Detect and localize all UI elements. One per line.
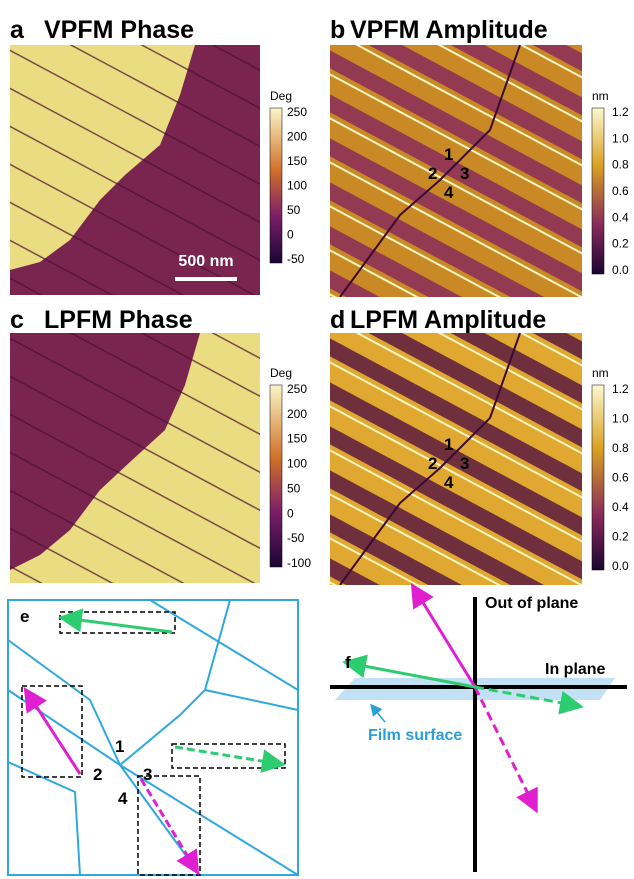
colorbar-tick-label: -100 xyxy=(287,556,311,570)
band xyxy=(320,729,600,879)
colorbar-tick-label: 1.0 xyxy=(612,412,629,426)
colorbar-tick-label: 200 xyxy=(287,130,307,144)
panel-letter: c xyxy=(10,306,24,334)
colorbar xyxy=(270,108,282,263)
arrows-e xyxy=(22,612,285,875)
domain-label: 4 xyxy=(444,473,454,492)
colorbar xyxy=(270,385,282,567)
axis-label: In plane xyxy=(545,661,606,678)
domain-label: 4 xyxy=(444,183,454,202)
colorbar-tick-label: 150 xyxy=(287,154,307,168)
colorbar-tick-label: 1.2 xyxy=(612,382,629,396)
domain-label: 1 xyxy=(115,737,124,756)
colorbar-tick-label: 0.2 xyxy=(612,530,629,544)
colorbar-tick-label: 0.8 xyxy=(612,158,629,172)
domain-label: 2 xyxy=(93,765,102,784)
panel-letter: f xyxy=(345,653,351,672)
colorbar-unit: Deg xyxy=(270,89,292,103)
colorbar-tick-label: 250 xyxy=(287,105,307,119)
colorbar-unit: Deg xyxy=(270,366,292,380)
colorbar-unit: nm xyxy=(592,366,609,380)
domain-label: 3 xyxy=(143,765,152,784)
arrow xyxy=(414,588,475,687)
schematic-e xyxy=(8,600,298,875)
colorbar xyxy=(592,108,604,274)
colorbar-tick-label: -50 xyxy=(287,252,305,266)
colorbar-tick-label: 0.8 xyxy=(612,441,629,455)
colorbar xyxy=(592,385,604,570)
panel-title: VPFM Phase xyxy=(44,16,194,44)
colorbar-tick-label: 50 xyxy=(287,203,301,217)
arrow xyxy=(372,706,385,722)
colorbar-tick-label: 200 xyxy=(287,407,307,421)
panel-letter: b xyxy=(330,16,345,44)
domain-label: 1 xyxy=(444,145,453,164)
domain-wall xyxy=(0,0,280,5)
scale-label: 500 nm xyxy=(178,253,233,270)
colorbar-tick-label: 0.0 xyxy=(612,263,629,277)
panel-title: LPFM Phase xyxy=(44,306,193,334)
band-edge xyxy=(320,753,600,879)
axis-label: Out of plane xyxy=(485,595,578,612)
colorbar-tick-label: 1.2 xyxy=(612,105,629,119)
panel-letter: d xyxy=(330,306,345,334)
domain-label: 2 xyxy=(428,164,437,183)
panel-letter: e xyxy=(20,607,29,626)
colorbar-tick-label: 1.0 xyxy=(612,131,629,145)
colorbar-tick-label: 0 xyxy=(287,228,294,242)
band xyxy=(320,685,600,853)
colorbar-tick-label: 0.0 xyxy=(612,559,629,573)
panel-title: LPFM Amplitude xyxy=(350,306,546,334)
colorbar-tick-label: 0.2 xyxy=(612,237,629,251)
panel-letter: a xyxy=(10,16,25,44)
colorbar-tick-label: 0.6 xyxy=(612,184,629,198)
colorbar-tick-label: 100 xyxy=(287,179,307,193)
colorbar-tick-label: 50 xyxy=(287,481,301,495)
domain-label: 2 xyxy=(428,454,437,473)
domain-label: 3 xyxy=(460,454,469,473)
domain-wall xyxy=(0,599,280,749)
colorbar-tick-label: 100 xyxy=(287,457,307,471)
colorbar-tick-label: 250 xyxy=(287,382,307,396)
figure: 500 nm e 1 2 3 4 f Out of plane In plane… xyxy=(0,0,634,879)
domain-label: 4 xyxy=(118,789,128,808)
domain-wall xyxy=(0,561,280,711)
domain-label: 1 xyxy=(444,435,453,454)
domain-label: 3 xyxy=(460,164,469,183)
colorbar-tick-label: 0.4 xyxy=(612,210,629,224)
arrow xyxy=(475,687,535,808)
colorbar-tick-label: -50 xyxy=(287,531,305,545)
colorbar-unit: nm xyxy=(592,89,609,103)
scale-bar xyxy=(175,277,237,281)
colorbar-tick-label: 0.4 xyxy=(612,500,629,514)
colorbar-tick-label: 0 xyxy=(287,506,294,520)
panel-title: VPFM Amplitude xyxy=(350,16,548,44)
colorbar-tick-label: 150 xyxy=(287,432,307,446)
colorbar-tick-label: 0.6 xyxy=(612,471,629,485)
film-label: Film surface xyxy=(368,727,462,744)
